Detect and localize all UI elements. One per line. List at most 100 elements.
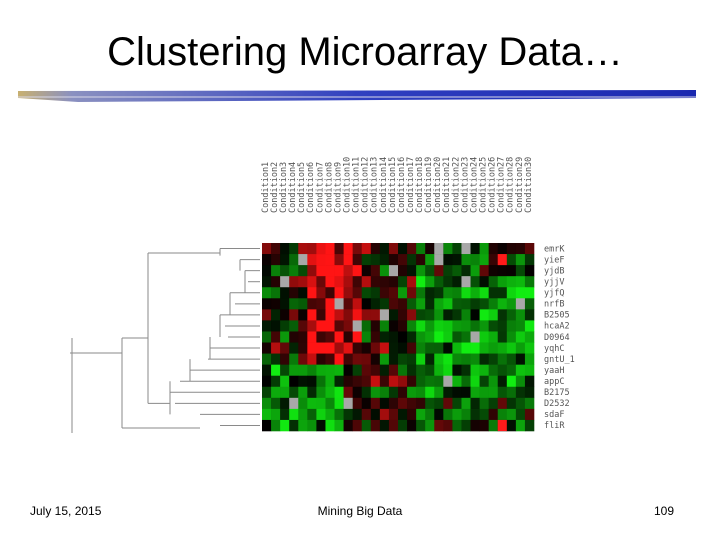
heatmap-cell — [343, 298, 353, 310]
heatmap-cell — [398, 419, 408, 432]
heatmap-cell — [515, 276, 526, 288]
heatmap-cell — [461, 386, 471, 399]
heatmap-cell — [262, 276, 272, 288]
heatmap-cell — [334, 408, 344, 421]
heatmap-cell — [443, 364, 453, 377]
heatmap-cell — [343, 320, 353, 332]
heatmap-cell — [343, 243, 353, 255]
heatmap-cell — [334, 243, 344, 255]
heatmap-cell — [325, 309, 335, 321]
heatmap-cell — [298, 419, 308, 432]
row-label: yjdB — [544, 266, 564, 276]
heatmap-cell — [379, 298, 390, 310]
heatmap-cell — [271, 298, 281, 310]
heatmap-cell — [361, 419, 372, 432]
heatmap-cell — [434, 397, 444, 410]
heatmap-cell — [289, 419, 299, 432]
heatmap-cell — [388, 276, 399, 288]
heatmap-cell — [271, 265, 281, 277]
heatmap-cell — [388, 386, 399, 399]
heatmap-cell — [479, 397, 489, 410]
heatmap-cell — [497, 287, 508, 299]
heatmap-cell — [416, 331, 426, 343]
heatmap-cell — [379, 353, 390, 365]
heatmap-cell — [388, 408, 399, 421]
heatmap-cell — [307, 375, 317, 388]
heatmap-cell — [407, 386, 417, 399]
heatmap-cell — [316, 408, 326, 421]
heatmap-cell — [452, 265, 462, 277]
heatmap-cell — [334, 364, 344, 377]
heatmap-cell — [262, 408, 272, 421]
heatmap-cell — [325, 375, 335, 388]
heatmap-cell — [316, 375, 326, 388]
heatmap-cell — [388, 243, 399, 255]
heatmap-cell — [307, 386, 317, 399]
heatmap-cell — [425, 254, 435, 266]
heatmap-cell — [425, 331, 435, 343]
heatmap-cell — [361, 276, 372, 288]
heatmap-cell — [443, 276, 453, 288]
heatmap-matrix — [262, 243, 535, 432]
heatmap-cell — [434, 320, 444, 332]
heatmap-cell — [271, 375, 281, 388]
heatmap-cell — [370, 364, 381, 377]
heatmap-cell — [515, 353, 526, 365]
heatmap-cell — [425, 397, 435, 410]
heatmap-cell — [370, 386, 381, 399]
heatmap-cell — [361, 386, 372, 399]
heatmap-cell — [425, 386, 435, 399]
heatmap-cell — [343, 386, 353, 399]
heatmap-cell — [388, 364, 399, 377]
heatmap-cell — [479, 408, 489, 421]
heatmap-cell — [280, 364, 290, 377]
heatmap-cell — [524, 320, 535, 332]
heatmap-cell — [524, 342, 535, 354]
heatmap-cell — [370, 254, 381, 266]
heatmap-cell — [479, 320, 489, 332]
row-label: sdaF — [544, 410, 564, 420]
heatmap-cell — [416, 353, 426, 365]
heatmap-cell — [361, 397, 372, 410]
heatmap-cell — [298, 254, 308, 266]
row-label: yjfQ — [544, 289, 564, 299]
heatmap-cell — [289, 364, 299, 377]
heatmap-cell — [452, 243, 462, 255]
heatmap-cell — [398, 331, 408, 343]
heatmap-cell — [425, 276, 435, 288]
heatmap-cell — [352, 309, 363, 321]
heatmap-cell — [488, 265, 499, 277]
heatmap-cell — [398, 265, 408, 277]
heatmap-cell — [488, 375, 499, 388]
heatmap-cell — [506, 331, 517, 343]
heatmap-cell — [452, 298, 462, 310]
heatmap-cell — [325, 298, 335, 310]
heatmap-cell — [515, 320, 526, 332]
heatmap-cell — [343, 309, 353, 321]
heatmap-cell — [289, 254, 299, 266]
heatmap-cell — [262, 265, 272, 277]
heatmap-cell — [425, 353, 435, 365]
heatmap-cell — [443, 298, 453, 310]
heatmap-cell — [443, 309, 453, 321]
heatmap-cell — [352, 331, 363, 343]
heatmap-cell — [262, 386, 272, 399]
heatmap-cell — [434, 353, 444, 365]
heatmap-cell — [298, 342, 308, 354]
heatmap-cell — [334, 265, 344, 277]
heatmap-cell — [298, 298, 308, 310]
heatmap-cell — [506, 309, 517, 321]
heatmap-cell — [262, 320, 272, 332]
column-label: Condition6 — [306, 162, 316, 213]
heatmap-cell — [307, 353, 317, 365]
heatmap-cell — [370, 419, 381, 432]
heatmap-cell — [280, 298, 290, 310]
heatmap-cell — [280, 254, 290, 266]
heatmap-cell — [352, 353, 363, 365]
heatmap-cell — [316, 309, 326, 321]
heatmap-cell — [488, 408, 499, 421]
heatmap-cell — [479, 287, 489, 299]
heatmap-cell — [289, 397, 299, 410]
heatmap-cell — [470, 408, 480, 421]
heatmap-cell — [407, 243, 417, 255]
